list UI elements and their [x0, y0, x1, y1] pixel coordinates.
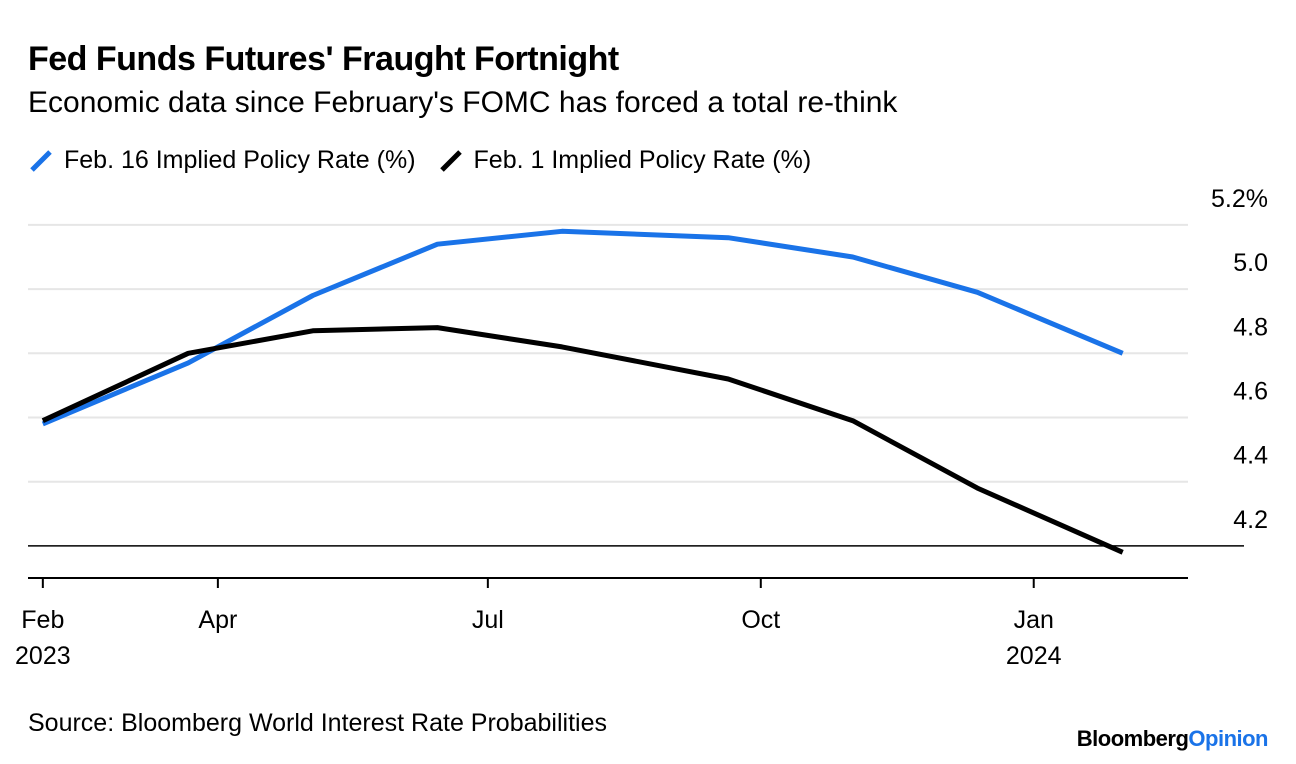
brand-bloomberg: Bloomberg	[1076, 726, 1189, 751]
brand-opinion: Opinion	[1188, 726, 1268, 751]
x-tick-label: Feb	[21, 606, 64, 634]
legend: Feb. 16 Implied Policy Rate (%) Feb. 1 I…	[28, 146, 833, 175]
y-tick-label: 4.4	[1233, 442, 1268, 470]
x-tick-label: Oct	[741, 606, 780, 634]
legend-label-feb16: Feb. 16 Implied Policy Rate (%)	[64, 146, 416, 174]
y-tick-label: 4.6	[1233, 377, 1268, 405]
chart-subtitle: Economic data since February's FOMC has …	[28, 86, 898, 119]
brand-logo: BloombergOpinion	[1076, 726, 1269, 752]
legend-label-feb1: Feb. 1 Implied Policy Rate (%)	[473, 146, 812, 174]
x-tick-year-label: 2024	[1006, 642, 1062, 670]
x-tick-label: Jan	[1014, 606, 1054, 634]
source-note: Source: Bloomberg World Interest Rate Pr…	[28, 709, 607, 737]
y-tick-label: 4.2	[1233, 506, 1268, 534]
y-tick-label: 5.2%	[1211, 185, 1268, 213]
y-tick-label: 4.8	[1233, 313, 1268, 341]
legend-item-feb16: Feb. 16 Implied Policy Rate (%)	[28, 146, 416, 175]
series-line-feb16	[41, 228, 1124, 427]
legend-item-feb1: Feb. 1 Implied Policy Rate (%)	[438, 146, 812, 175]
x-tick-year-label: 2023	[15, 642, 71, 670]
series-line-feb1	[41, 325, 1124, 555]
y-tick-label: 5.0	[1233, 249, 1268, 277]
x-tick-label: Jul	[472, 606, 504, 634]
chart-title: Fed Funds Futures' Fraught Fortnight	[28, 40, 619, 78]
legend-swatch-blue-icon	[30, 149, 52, 172]
x-tick-label: Apr	[198, 606, 237, 634]
legend-swatch-black-icon	[439, 149, 462, 172]
